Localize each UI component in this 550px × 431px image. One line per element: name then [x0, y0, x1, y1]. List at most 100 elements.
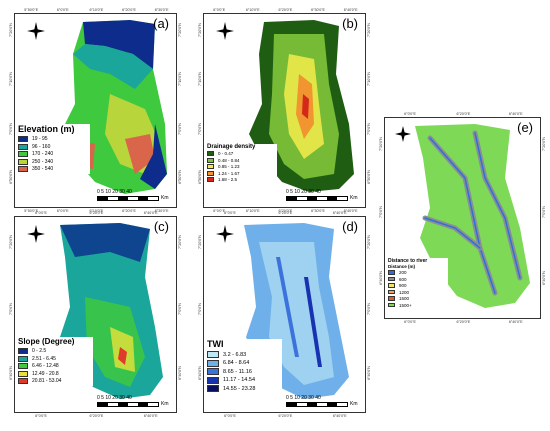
lat-tick-label: 6°40'0"N — [198, 366, 202, 381]
lat-tick-label: 7°10'0"N — [198, 72, 202, 87]
legend-swatch — [18, 136, 28, 142]
lat-tick-label: 7°20'0"N — [178, 234, 182, 249]
panel-label-a: (a) — [153, 16, 169, 31]
legend-class-label: 6.84 - 8.64 — [223, 360, 250, 366]
lat-tick-label: 7°20'0"N — [379, 136, 383, 151]
lon-tick-label: 5°50'0"E — [24, 209, 39, 213]
scale-labels-d: 0 5 10 20 30 40 — [286, 395, 321, 401]
north-arrow-icon — [27, 225, 45, 243]
legend-class-row: 170 - 240 — [18, 151, 90, 157]
legend-class-label: 14.55 - 23.28 — [223, 385, 256, 392]
lat-tick-label: 7°0'0"N — [542, 206, 546, 218]
legend-class-label: 350 - 540 — [32, 166, 54, 172]
legend-class-row: 600 — [388, 277, 448, 282]
lat-tick-label: 7°10'0"N — [9, 72, 13, 87]
lat-tick-label: 7°0'0"N — [379, 206, 383, 218]
legend-b: Drainage density 0 - 0.47 0.48 - 0.84 0.85… — [207, 144, 277, 184]
legend-class-label: 3.2 - 6.83 — [223, 351, 247, 358]
legend-swatch — [207, 385, 219, 392]
legend-title-a: Elevation (m) — [18, 124, 75, 134]
legend-class-row: 0.85 - 1.23 — [207, 164, 277, 169]
legend-class-row: 1.68 - 2.5 — [207, 177, 277, 182]
lon-tick-label: 6°0'0"E — [404, 112, 416, 116]
legend-swatch — [18, 143, 28, 150]
lon-tick-label: 6°40'0"E — [343, 8, 358, 12]
legend-class-label: 20.81 - 53.04 — [32, 378, 62, 384]
lon-tick-label: 6°40'0"E — [143, 414, 158, 418]
legend-class-label: 2.51 - 6.45 — [32, 355, 56, 362]
legend-c: Slope (Degree) 0 - 2.5 2.51 - 6.45 6.46 - … — [18, 337, 93, 386]
lat-tick-label: 6°50'0"N — [198, 169, 202, 184]
lon-tick-label: 6°20'0"E — [89, 414, 104, 418]
legend-class-row: 1200 — [388, 290, 448, 295]
lat-tick-label: 7°20'0"N — [198, 23, 202, 38]
lat-tick-label: 6°50'0"N — [178, 169, 182, 184]
legend-class-row: 2.51 - 6.45 — [18, 355, 93, 362]
panel-label-e: (e) — [517, 120, 533, 135]
legend-class-label: 12.49 - 20.8 — [32, 370, 59, 377]
legend-class-row: 350 - 540 — [18, 166, 90, 172]
legend-class-row: 14.55 - 23.28 — [207, 385, 282, 392]
scale-bar-a: 0 5 10 20 30 40 Km — [97, 189, 169, 201]
legend-swatch — [207, 151, 214, 156]
legend-class-label: 0 - 0.47 — [218, 151, 234, 156]
lat-tick-label: 7°20'0"N — [198, 234, 202, 249]
scale-unit-a: Km — [161, 195, 169, 201]
lon-tick-label: 6°30'0"E — [154, 8, 169, 12]
legend-class-label: 11.17 - 14.54 — [223, 377, 256, 383]
lon-tick-label: 6°0'0"E — [213, 8, 226, 12]
legend-swatch — [207, 170, 214, 176]
legend-swatch — [18, 151, 28, 157]
legend-class-label: 19 - 95 — [32, 136, 48, 142]
lat-tick-label: 7°20'0"N — [178, 23, 182, 38]
legend-class-row: 250 - 340 — [18, 158, 90, 165]
lat-tick-label: 6°50'0"N — [9, 169, 13, 184]
scale-unit-b: Km — [350, 195, 358, 201]
legend-e: Distance to river Distance (m) 200 600 900… — [388, 258, 448, 309]
lon-tick-label: 6°20'0"E — [278, 8, 293, 12]
legend-title-b: Drainage density — [207, 144, 256, 150]
north-arrow-icon — [216, 225, 234, 243]
lon-tick-label: 6°0'0"E — [56, 209, 69, 213]
lat-tick-label: 7°10'0"N — [367, 72, 371, 87]
legend-class-label: 1.24 - 1.67 — [218, 170, 240, 176]
legend-class-label: 1500 — [399, 296, 410, 301]
legend-class-label: 1.68 - 2.5 — [218, 177, 238, 182]
scale-unit-c: Km — [161, 401, 169, 407]
lat-tick-label: 7°0'0"N — [198, 302, 202, 315]
panel-label-d: (d) — [342, 219, 358, 234]
legend-class-label: 1500+ — [399, 302, 412, 308]
scale-labels-c: 0 5 10 20 30 40 — [97, 395, 132, 401]
legend-swatch — [207, 157, 214, 163]
lon-tick-label: 6°0'0"E — [35, 414, 47, 418]
elevation-map — [60, 20, 167, 194]
legend-class-label: 170 - 240 — [32, 151, 54, 157]
lon-tick-label: 6°20'0"E — [456, 320, 471, 324]
lon-tick-label: 6°40'0"E — [143, 211, 158, 215]
legend-class-row: 19 - 95 — [18, 136, 90, 142]
legend-swatch — [18, 370, 28, 377]
scale-bar-b: 0 5 10 20 30 40 Km — [286, 189, 358, 201]
legend-class-label: 96 - 160 — [32, 143, 51, 150]
map-panel-c: (c) Slope (Degree) 0 - 2.5 2.51 - 6.45 6.4… — [14, 216, 177, 413]
legend-class-row: 6.46 - 12.48 — [18, 363, 93, 369]
legend-class-row: 900 — [388, 283, 448, 288]
legend-title-c: Slope (Degree) — [18, 337, 75, 346]
legend-swatch — [388, 302, 395, 308]
legend-a: Elevation (m) 19 - 95 96 - 160 170 - 240 25… — [18, 124, 90, 174]
legend-class-row: 0 - 2.5 — [18, 348, 93, 354]
legend-swatch — [18, 348, 28, 354]
legend-class-label: 200 — [399, 270, 407, 275]
legend-swatch — [18, 355, 28, 362]
lat-tick-label: 7°20'0"N — [9, 234, 13, 249]
legend-class-row: 3.2 - 6.83 — [207, 351, 282, 358]
lon-tick-label: 6°20'0"E — [89, 211, 104, 215]
lat-tick-label: 6°40'0"N — [379, 271, 383, 286]
lat-tick-label: 7°0'0"N — [9, 122, 13, 135]
lat-tick-label: 6°50'0"N — [367, 169, 371, 184]
lon-tick-label: 6°20'0"E — [278, 414, 293, 418]
legend-class-row: 1500+ — [388, 303, 448, 308]
lon-tick-label: 6°30'0"E — [311, 209, 325, 213]
lat-tick-label: 7°0'0"N — [367, 302, 371, 315]
legend-swatch — [207, 164, 214, 169]
